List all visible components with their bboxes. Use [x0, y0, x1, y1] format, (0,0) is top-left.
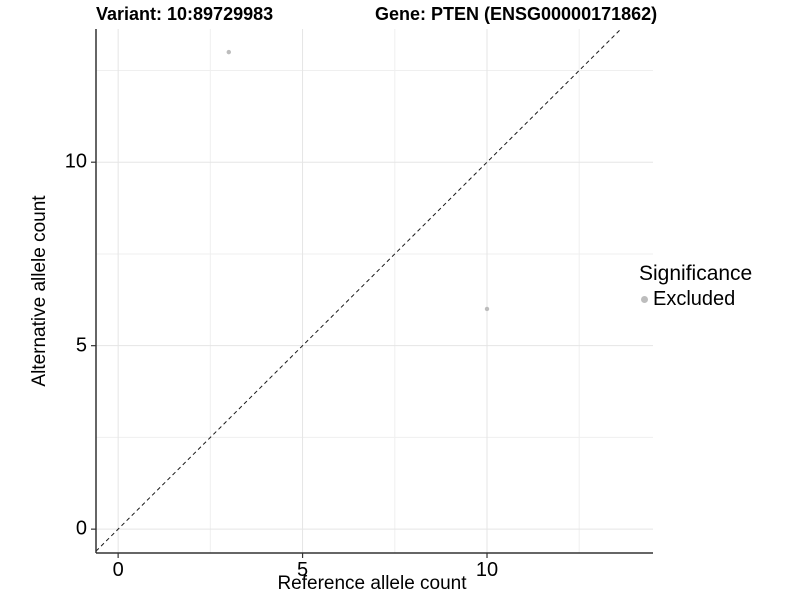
legend-item-excluded: Excluded	[639, 288, 752, 311]
legend-item-label: Excluded	[653, 288, 736, 310]
y-tick-label: 5	[75, 334, 87, 357]
legend-title: Significance	[639, 262, 753, 285]
y-tick-label: 10	[64, 150, 87, 173]
excluded-point-icon	[641, 296, 648, 303]
x-tick-label: 10	[475, 559, 499, 581]
data-point	[226, 49, 231, 55]
y-axis-title: Alternative allele count	[29, 195, 50, 387]
plot-title-variant: Variant: 10:89729983	[96, 4, 274, 24]
data-point	[484, 306, 490, 312]
identity-line	[95, 28, 622, 552]
y-tick-label: 0	[75, 517, 87, 540]
plot-title-gene: Gene: PTEN (ENSG00000171862)	[375, 4, 658, 24]
x-tick-label: 0	[112, 559, 124, 581]
x-axis-title: Reference allele count	[277, 573, 467, 594]
x-tick-label: 5	[297, 559, 309, 581]
legend: Significance Excluded	[639, 262, 752, 311]
